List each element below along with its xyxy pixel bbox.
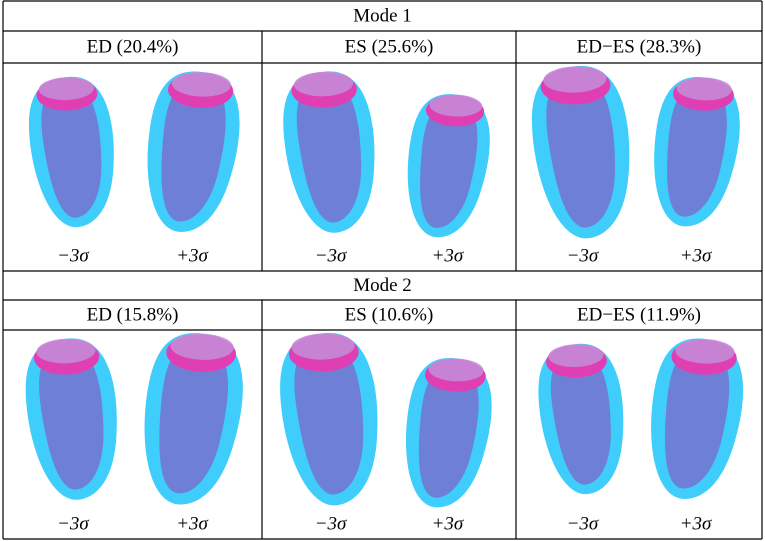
sigma-label: −3σ bbox=[315, 245, 347, 266]
heart-shape bbox=[23, 71, 122, 231]
heart-shape bbox=[533, 338, 632, 498]
heart-shape bbox=[395, 350, 499, 513]
sigma-label: +3σ bbox=[176, 513, 208, 534]
sigma-label: −3σ bbox=[567, 513, 599, 534]
mode-title: Mode 2 bbox=[353, 275, 412, 296]
heart-shape bbox=[132, 324, 251, 511]
sigma-label: +3σ bbox=[176, 245, 208, 266]
heart-shape bbox=[398, 86, 497, 242]
sigma-label: −3σ bbox=[315, 513, 347, 534]
heart-shape bbox=[644, 69, 748, 232]
sigma-label: +3σ bbox=[680, 513, 712, 534]
heart-shape bbox=[20, 332, 126, 504]
heart-shape bbox=[274, 326, 387, 510]
sigma-label: +3σ bbox=[432, 513, 464, 534]
column-header: ED (15.8%) bbox=[87, 304, 179, 325]
heart-shape bbox=[277, 65, 383, 237]
sigma-label: −3σ bbox=[57, 245, 89, 266]
sigma-label: +3σ bbox=[680, 245, 712, 266]
column-header: ED−ES (28.3%) bbox=[577, 36, 702, 57]
heart-shape bbox=[640, 330, 751, 505]
sigma-label: −3σ bbox=[567, 245, 599, 266]
sigma-label: +3σ bbox=[432, 245, 464, 266]
heart-shape bbox=[526, 59, 639, 243]
column-header: ED−ES (11.9%) bbox=[577, 304, 701, 325]
sigma-label: −3σ bbox=[57, 513, 89, 534]
figure-table: Mode 1 ED (20.4%) −3σ +3σ ES (25.6%) −3σ +3σ ED… bbox=[0, 0, 765, 541]
heart-shape bbox=[136, 63, 247, 238]
column-header: ES (10.6%) bbox=[345, 304, 434, 325]
mode-title: Mode 1 bbox=[353, 5, 412, 26]
column-header: ED (20.4%) bbox=[87, 36, 179, 57]
column-header: ES (25.6%) bbox=[345, 36, 434, 57]
